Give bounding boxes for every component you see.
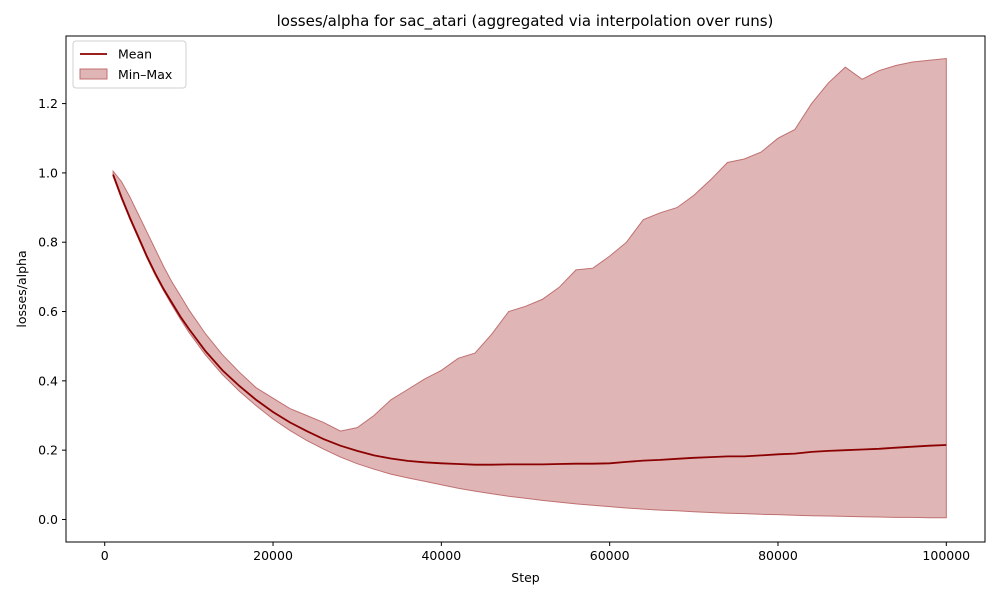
x-tick-label: 60000 (590, 548, 630, 563)
y-axis-ticks: 0.0 0.2 0.4 0.6 0.8 1.0 1.2 (38, 96, 66, 527)
legend-band-swatch (79, 68, 108, 80)
y-tick-label: 1.2 (38, 96, 58, 111)
y-tick-label: 0.0 (38, 512, 58, 527)
y-tick-label: 0.4 (38, 373, 58, 388)
legend: Mean Min–Max (72, 40, 187, 89)
min-max-band-layer (112, 57, 947, 519)
x-axis-label: Step (511, 570, 540, 585)
x-tick-label: 80000 (758, 548, 798, 563)
x-axis-ticks: 0 20000 40000 60000 80000 100000 (101, 542, 970, 563)
x-tick-label: 0 (101, 548, 109, 563)
y-axis-label: losses/alpha (14, 250, 29, 327)
x-tick-label: 100000 (922, 548, 970, 563)
min-max-band (112, 57, 947, 519)
y-tick-label: 0.8 (38, 235, 58, 250)
mean-line-layer (112, 174, 947, 466)
x-tick-label: 40000 (421, 548, 461, 563)
x-tick-label: 20000 (253, 548, 293, 563)
legend-band-label: Min–Max (118, 67, 172, 82)
legend-mean-label: Mean (118, 47, 152, 62)
mean-line (112, 174, 947, 466)
y-tick-label: 1.0 (38, 165, 58, 180)
plot-frame (65, 35, 986, 543)
y-tick-label: 0.6 (38, 304, 58, 319)
chart-title: losses/alpha for sac_atari (aggregated v… (277, 12, 774, 31)
y-tick-label: 0.2 (38, 443, 58, 458)
